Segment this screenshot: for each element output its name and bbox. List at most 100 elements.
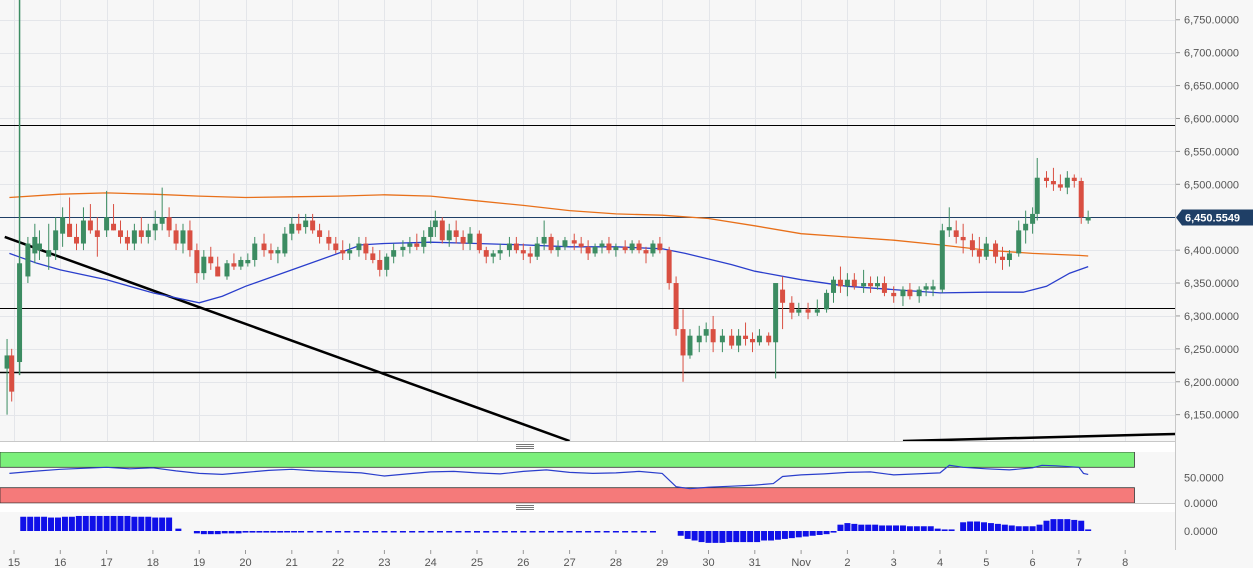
histogram-bar (316, 531, 323, 533)
candle-body (562, 240, 568, 247)
overbought-band (0, 452, 1135, 468)
histogram-bar (980, 522, 987, 531)
current-price-marker: 6,450.5549 (1176, 209, 1253, 226)
candle-body (861, 283, 867, 287)
histogram-bar (166, 517, 173, 531)
histogram-bar (1071, 519, 1078, 531)
candle-body (268, 250, 274, 254)
time-axis-label: 6 (1030, 557, 1036, 568)
histogram-bar (249, 531, 256, 533)
time-axis-label: 29 (656, 557, 668, 568)
histogram-bar (1064, 519, 1071, 531)
histogram-bar (768, 531, 775, 541)
candle-body (453, 230, 459, 237)
histogram-bar (1008, 525, 1015, 531)
histogram-bar (427, 531, 434, 533)
candle-body (432, 220, 438, 228)
candle-body (74, 236, 80, 244)
candle-body (703, 329, 709, 336)
panel-resize-handle[interactable] (512, 504, 538, 510)
histogram-bar (82, 515, 89, 531)
histogram-bar (1078, 520, 1085, 531)
candle-body (1023, 223, 1029, 231)
histogram-bar (649, 531, 656, 533)
histogram-bar (1015, 526, 1022, 531)
price-axis-background (1175, 0, 1253, 568)
candle-body (370, 253, 376, 260)
histogram-bar (145, 516, 152, 531)
histogram-bar (612, 531, 619, 533)
histogram-bar (1036, 524, 1043, 531)
candle-body (534, 243, 540, 257)
candle-body (756, 335, 762, 343)
candle-body (80, 220, 86, 244)
candle-body (585, 246, 591, 254)
histogram-bar (712, 531, 719, 543)
histogram-bar (325, 531, 332, 533)
candle-body (606, 243, 612, 251)
histogram-bar (291, 531, 298, 533)
histogram-bar (124, 515, 131, 531)
histogram-bar (594, 531, 601, 533)
candle-body (36, 243, 42, 251)
candle-body (946, 227, 952, 231)
candle-body (939, 230, 945, 290)
trendline[interactable] (4, 235, 571, 441)
horizontal-levels (0, 125, 1175, 374)
histogram-bar (987, 523, 994, 531)
candle-body (296, 223, 302, 231)
candle-body (407, 243, 413, 247)
oscillator-line (9, 464, 1089, 490)
histogram-bar (774, 531, 781, 540)
histogram-bar (781, 531, 788, 539)
candle-body (333, 243, 339, 251)
price-axis-label: 6,150.0000 (1184, 410, 1239, 422)
histogram-bar (948, 529, 955, 531)
histogram-bar (54, 517, 61, 531)
histogram-bar (719, 531, 726, 543)
candle-body (1006, 253, 1012, 260)
time-axis-label: 18 (147, 557, 159, 568)
histogram-bar (934, 528, 941, 531)
histogram-bar (640, 531, 647, 533)
candle-body (719, 335, 725, 343)
candle-body (541, 236, 547, 244)
histogram-bar (277, 531, 284, 533)
histogram-bar (381, 531, 388, 533)
histogram-bar (684, 531, 691, 539)
time-axis-label: 16 (54, 557, 66, 568)
candle-body (1085, 217, 1091, 221)
candle-body (555, 246, 561, 251)
candle-body (960, 236, 966, 241)
candle-body (384, 256, 390, 270)
candle-body (983, 243, 989, 257)
histogram-bar (34, 516, 41, 531)
candle-body (490, 253, 496, 257)
histogram-bar (566, 531, 573, 533)
histogram-bar (858, 524, 865, 531)
candle-body (789, 302, 795, 313)
candle-body (548, 236, 554, 251)
trendline[interactable] (902, 432, 1183, 441)
candle-body (571, 240, 577, 244)
histogram-bar (622, 531, 629, 533)
histogram-bar (520, 531, 527, 533)
price-axis-label: 6,750.0000 (1184, 15, 1239, 27)
candle-body (592, 246, 598, 254)
histogram-bar (557, 531, 564, 533)
candle-body (483, 250, 489, 257)
candle-body (275, 250, 281, 254)
time-axis-label: 19 (193, 557, 205, 568)
histogram-bar (256, 531, 263, 533)
histogram-bar (906, 526, 913, 531)
candle-body (231, 263, 237, 267)
time-axis-background (0, 550, 1253, 568)
candle-body (520, 250, 526, 254)
panel-resize-handle[interactable] (512, 443, 538, 449)
candle-body (340, 250, 346, 254)
histogram-bar (501, 531, 508, 533)
histogram-bar (823, 531, 830, 535)
trendlines[interactable] (4, 235, 1183, 441)
histogram-bar (994, 523, 1001, 531)
candle-body (907, 289, 913, 297)
